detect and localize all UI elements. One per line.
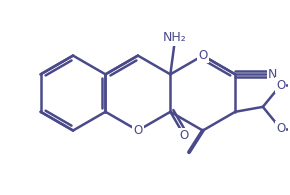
Text: O: O [198,49,207,62]
Text: O: O [180,129,189,142]
Text: NH₂: NH₂ [162,31,186,44]
Text: O: O [133,124,143,137]
Text: O: O [276,79,285,92]
Text: N: N [268,68,278,81]
Text: O: O [276,122,285,135]
